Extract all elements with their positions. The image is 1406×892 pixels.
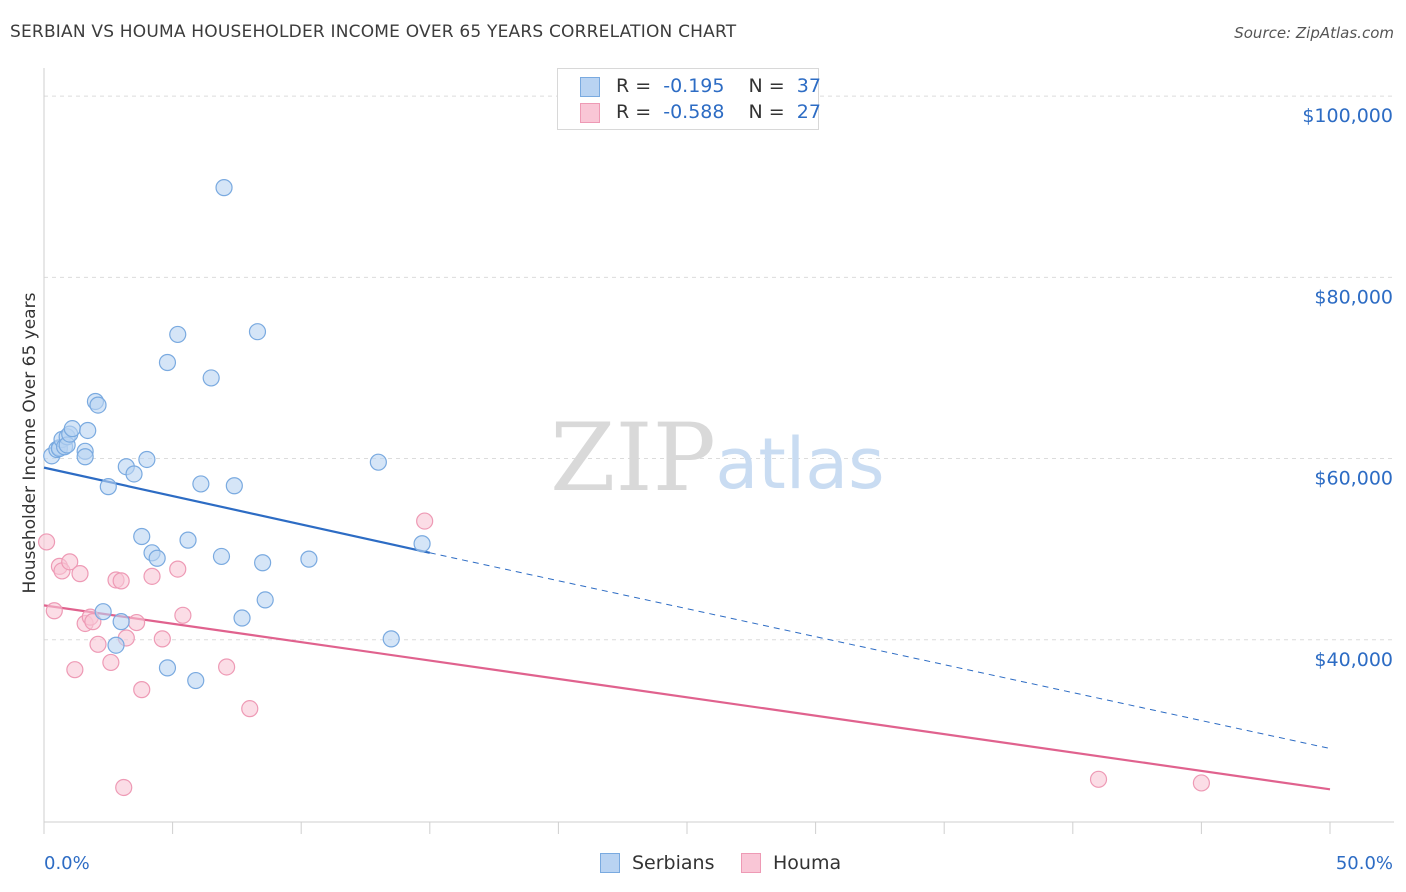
correlation-legend: R = -0.195 N = 37 R = -0.588 N = 27 xyxy=(557,68,821,130)
serbians-point xyxy=(99,478,117,496)
serbians-point xyxy=(179,531,197,549)
houma-point xyxy=(89,635,107,653)
houma-point xyxy=(1089,770,1108,788)
serbians-point xyxy=(158,353,177,372)
serbians-point xyxy=(169,325,187,344)
houma-point xyxy=(174,606,192,624)
serbians-point xyxy=(256,591,274,609)
houma-point xyxy=(71,565,89,583)
serbians-point xyxy=(107,636,125,654)
houma-point xyxy=(115,778,133,797)
n-label: N = xyxy=(748,75,785,97)
r-label: R = xyxy=(616,101,652,123)
n-value: 27 xyxy=(796,101,821,123)
n-label: N = xyxy=(748,101,785,123)
houma-point xyxy=(127,613,146,632)
r-value: -0.195 xyxy=(663,75,725,97)
y-axis-label: Householder Income Over 65 years xyxy=(20,292,40,594)
serbians-point xyxy=(233,609,251,627)
trend-lines xyxy=(43,466,1331,791)
data-points xyxy=(37,179,1211,797)
houma-point xyxy=(61,553,79,571)
houma-point xyxy=(102,653,120,672)
y-tick-label: $40,000 xyxy=(1314,649,1393,671)
chart-title: SERBIAN VS HOUMA HOUSEHOLDER INCOME OVER… xyxy=(10,22,737,42)
houma-point xyxy=(416,512,434,530)
serbians-point xyxy=(125,465,143,483)
serbians-point xyxy=(215,179,233,197)
houma-point xyxy=(45,602,63,620)
serbians-point xyxy=(192,475,210,493)
serbians-point xyxy=(225,477,243,495)
serbians-point xyxy=(63,420,81,438)
serbians-point xyxy=(212,547,231,566)
tick-labels: $100,000 $80,000 $60,000 $40,000 0.0% 50.0% xyxy=(44,105,1393,874)
serbians-swatch xyxy=(580,77,600,97)
houma-swatch xyxy=(741,853,761,873)
serbians-point xyxy=(79,421,97,440)
legend-label: Houma xyxy=(773,852,842,874)
serbians-point xyxy=(254,554,272,572)
serbians-point xyxy=(89,396,107,414)
serbians-point xyxy=(94,603,112,621)
grid-lines xyxy=(44,95,1394,641)
houma-point xyxy=(66,661,84,679)
houma-point xyxy=(153,630,171,648)
houma-point xyxy=(37,533,56,551)
watermark-atlas: atlas xyxy=(715,423,884,505)
serbians-trend-extension xyxy=(429,552,1331,750)
serbians-point xyxy=(300,550,318,568)
x-tick-label: 0.0% xyxy=(44,853,90,874)
serbians-point xyxy=(382,630,400,648)
x-tick-label: 50.0% xyxy=(1336,853,1393,874)
serbians-swatch xyxy=(600,853,620,873)
legend-label: Serbians xyxy=(632,852,715,874)
r-value: -0.588 xyxy=(663,101,725,123)
houma-point xyxy=(218,658,236,676)
houma-point xyxy=(84,613,102,631)
houma-point xyxy=(133,681,151,699)
y-tick-label: $80,000 xyxy=(1314,286,1393,308)
serbians-point xyxy=(148,549,166,567)
houma-point xyxy=(143,567,161,585)
serbians-point xyxy=(202,369,220,387)
serbians-point xyxy=(76,448,94,466)
r-label: R = xyxy=(616,75,652,97)
source-label: Source: ZipAtlas.com xyxy=(1234,24,1394,42)
houma-point xyxy=(112,572,130,590)
serbians-point xyxy=(369,453,387,471)
houma-point xyxy=(241,700,259,718)
y-tick-label: $60,000 xyxy=(1314,468,1393,490)
serbians-point xyxy=(187,671,205,690)
serbians-point xyxy=(133,527,151,546)
serbians-point xyxy=(158,659,177,677)
serbians-point xyxy=(112,613,130,631)
houma-trend-line xyxy=(43,604,1331,791)
n-value: 37 xyxy=(796,75,821,97)
axes xyxy=(43,68,1394,834)
houma-point xyxy=(1192,774,1211,792)
houma-point xyxy=(169,560,187,578)
watermark: ZIP atlas xyxy=(550,404,884,513)
serbians-point xyxy=(248,323,267,341)
serbians-point xyxy=(138,450,156,469)
serbians-point xyxy=(413,535,431,553)
legend-row-text: R = -0.588 N = 27 xyxy=(616,101,821,123)
y-tick-label: $100,000 xyxy=(1302,105,1393,127)
houma-swatch xyxy=(580,103,600,123)
watermark-zip: ZIP xyxy=(550,404,716,513)
legend-row-text: R = -0.195 N = 37 xyxy=(616,75,821,97)
